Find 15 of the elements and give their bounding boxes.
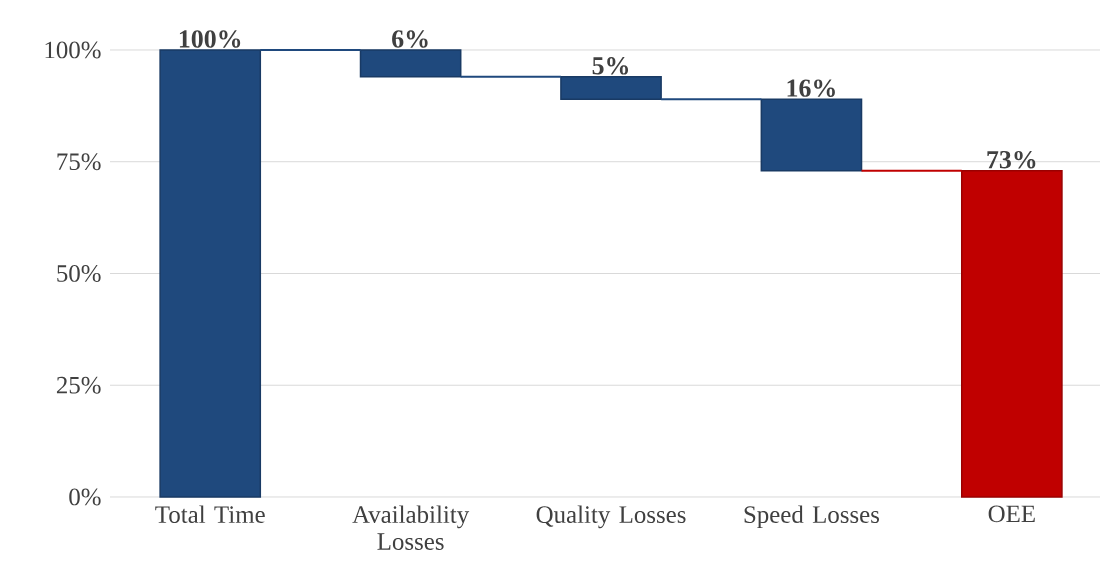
data-label: 16% bbox=[787, 79, 835, 97]
x-tick-label: Speed Losses bbox=[744, 505, 880, 529]
y-tick-label: 25% bbox=[56, 376, 101, 394]
x-tick-label: OEE bbox=[988, 505, 1035, 523]
x-tick-label: Total Time bbox=[155, 505, 265, 524]
y-tick-label: 75% bbox=[57, 153, 101, 171]
y-tick-label: 0% bbox=[69, 488, 101, 506]
data-label: 6% bbox=[392, 30, 428, 48]
data-label: 73% bbox=[987, 150, 1036, 169]
y-tick-label: 50% bbox=[57, 265, 101, 282]
x-tick-label: Availability Losses bbox=[352, 505, 470, 550]
x-tick-label: Quality Losses bbox=[536, 505, 686, 529]
data-label: 5% bbox=[592, 57, 629, 75]
y-tick-label: 100% bbox=[45, 41, 101, 59]
data-label: 100% bbox=[179, 30, 241, 48]
